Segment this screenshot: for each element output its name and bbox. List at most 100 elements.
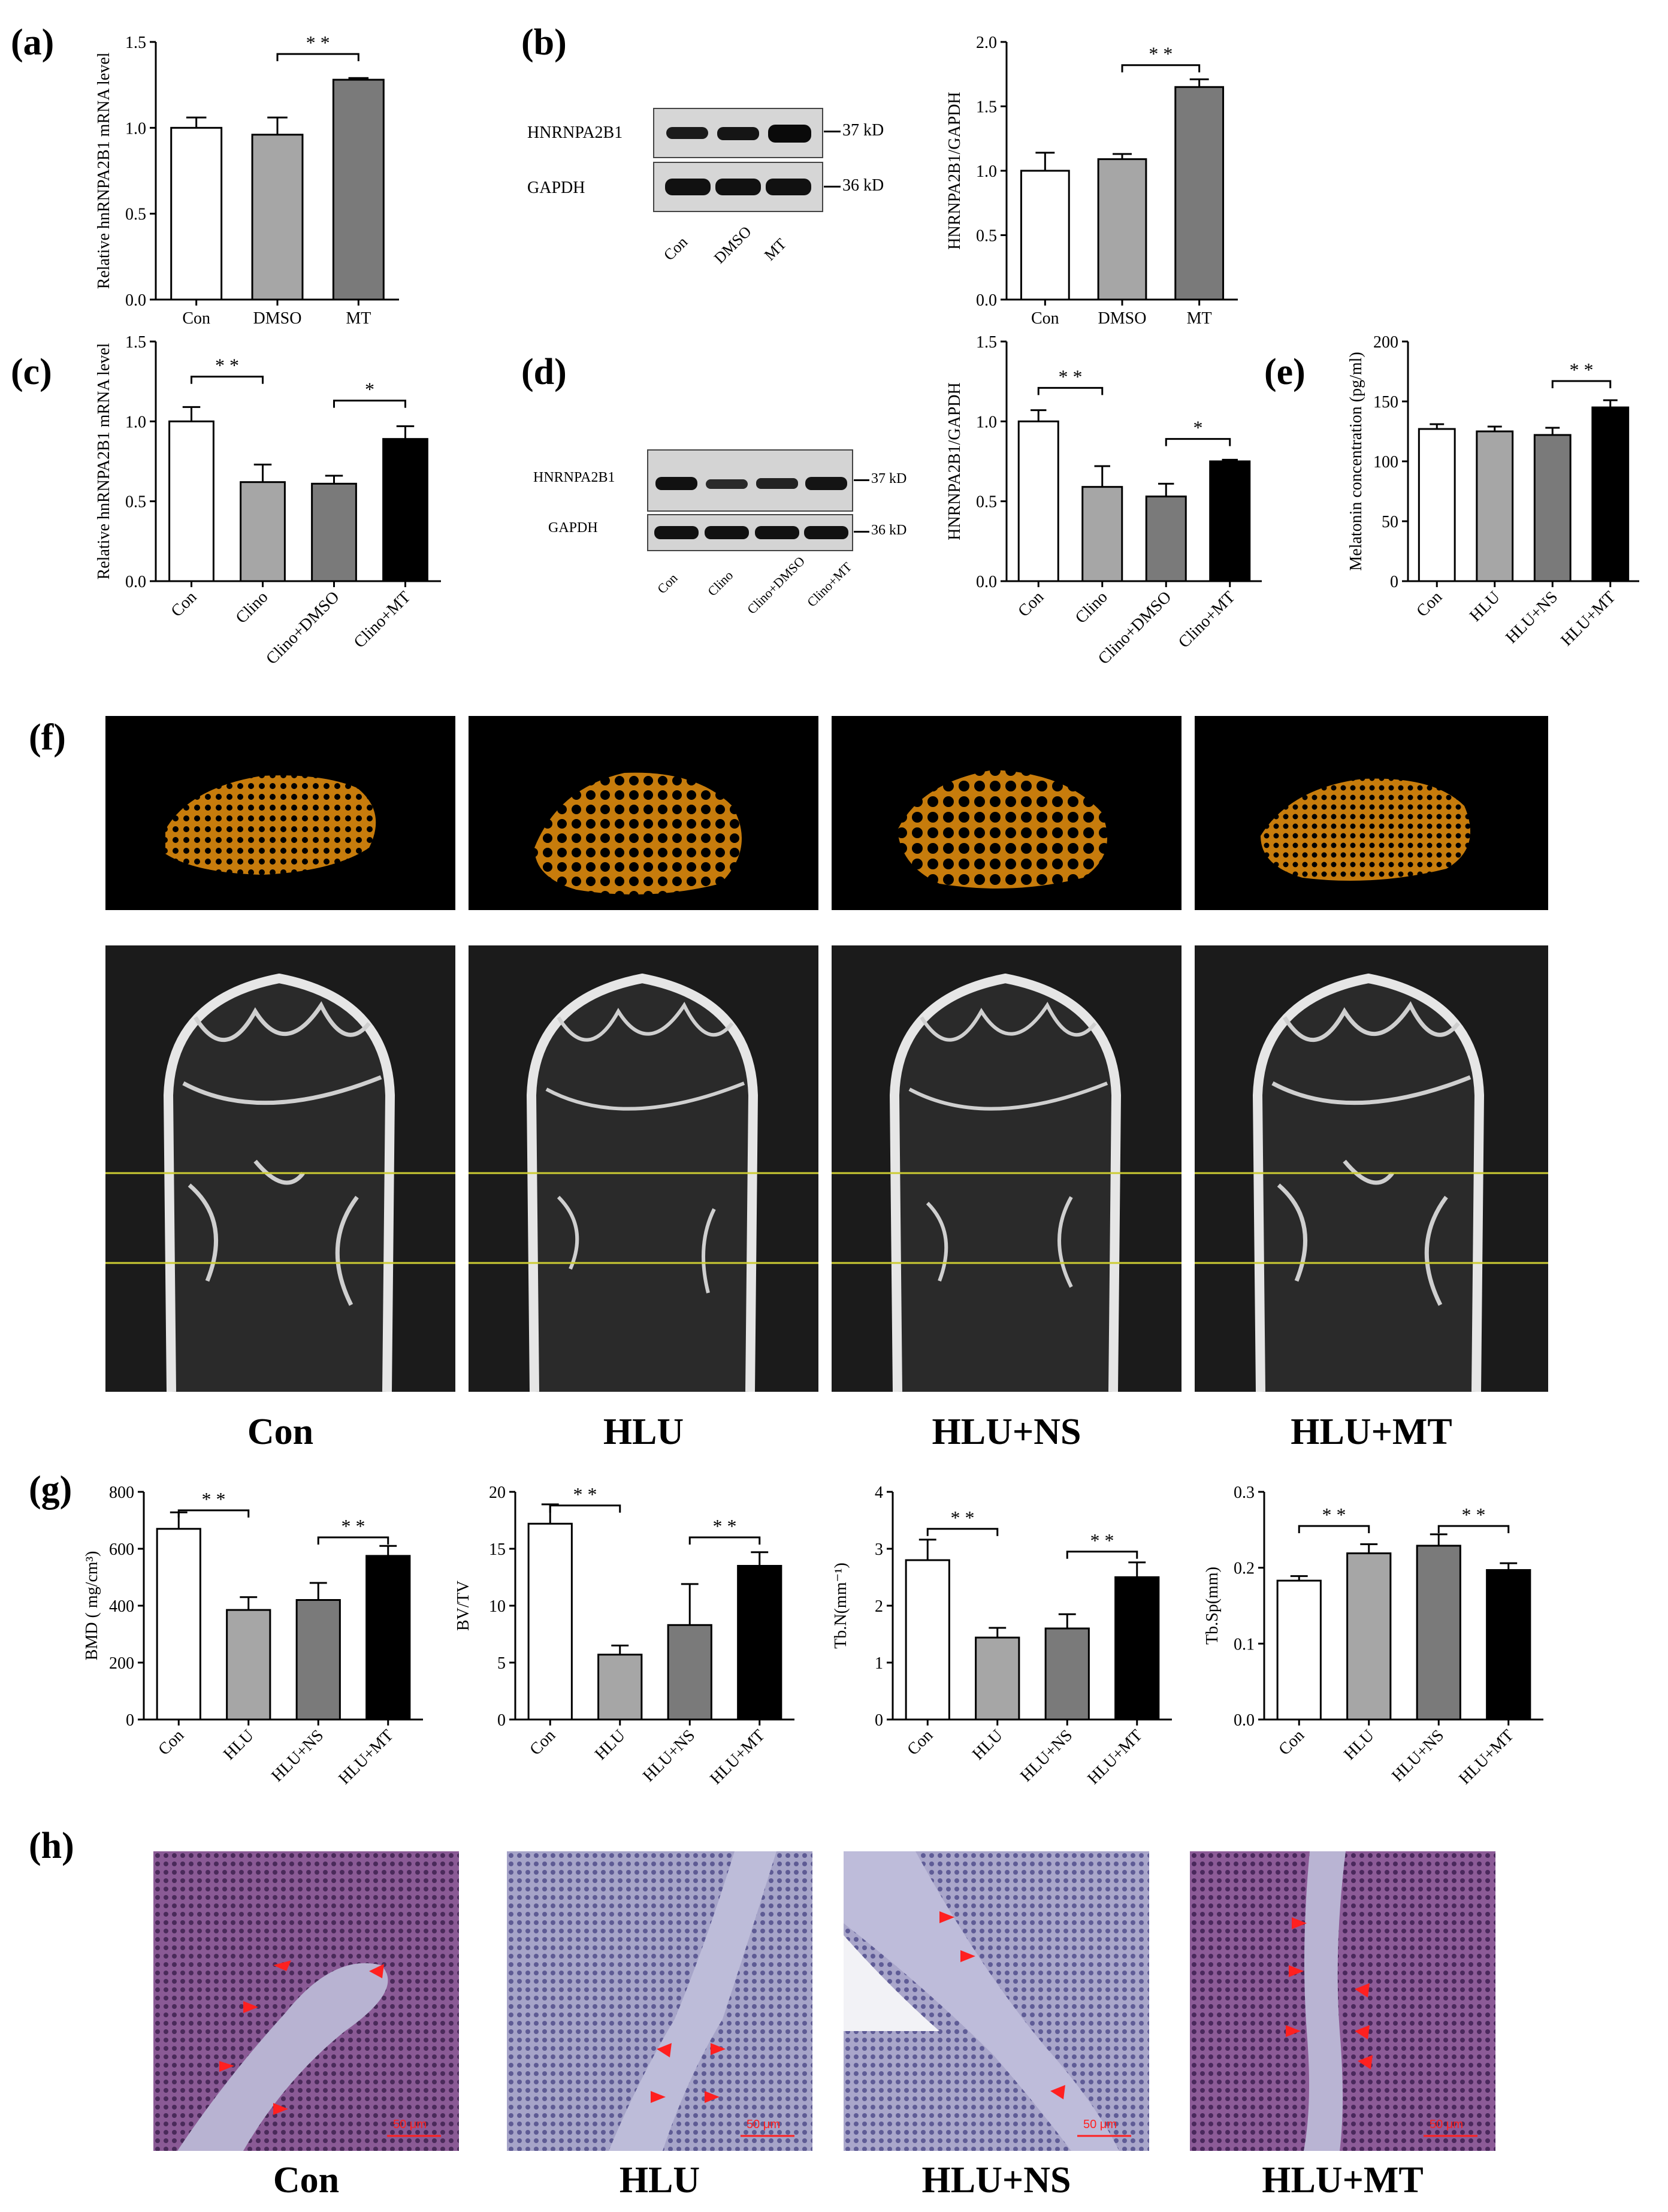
h-group-label-hlu-mt: HLU+MT xyxy=(1262,2160,1424,2201)
x-tick-label: Con xyxy=(526,1726,559,1759)
x-tick-label: Clino+MT xyxy=(350,588,415,652)
bar xyxy=(1591,406,1630,582)
y-tick-label: 1.0 xyxy=(125,413,146,431)
y-tick-label: 100 xyxy=(1373,453,1398,472)
y-tick-label: 10 xyxy=(489,1597,506,1616)
x-tick-label: HLU xyxy=(1466,588,1504,625)
f-group-label-hlu-mt: HLU+MT xyxy=(1291,1412,1452,1452)
y-tick-label: 150 xyxy=(1373,393,1398,412)
chart-c: 0.0 0.5 1.0 1.5 Relative hnRNPA2B1 mRNA leve… xyxy=(95,333,441,668)
bar xyxy=(156,1528,201,1721)
y-axis-label: HNRNPA2B1/GAPDH xyxy=(945,382,964,540)
bar xyxy=(240,481,286,582)
bar xyxy=(905,1559,950,1721)
y-tick-label: 2.0 xyxy=(976,34,997,52)
x-tick-label: HLU xyxy=(969,1726,1007,1764)
significance-bracket xyxy=(1037,386,1104,395)
significance-label: * * xyxy=(951,1507,975,1528)
significance-label: * * xyxy=(202,1488,226,1510)
h-group-label-con: Con xyxy=(273,2160,340,2201)
blot-b-row-label-hnrnpa2b1: HNRNPA2B1 xyxy=(527,123,623,142)
significance-label: * * xyxy=(342,1515,365,1537)
significance-label: * * xyxy=(713,1515,737,1537)
bar xyxy=(1416,1545,1461,1721)
bar xyxy=(295,1599,341,1721)
significance-bracket xyxy=(1066,1551,1138,1559)
y-tick-label: 0 xyxy=(497,1711,506,1730)
panel-label-e: (e) xyxy=(1264,352,1306,392)
y-tick-label: 0 xyxy=(126,1711,134,1730)
bar xyxy=(1209,460,1251,582)
x-tick-label: MT xyxy=(1187,309,1212,328)
significance-label: * * xyxy=(1322,1504,1346,1525)
x-tick-label: HLU xyxy=(220,1726,258,1764)
y-tick-label: 0.2 xyxy=(1234,1560,1255,1578)
scale-bar-label-con: 50 μm xyxy=(393,2118,427,2131)
bar xyxy=(251,134,304,301)
y-tick-label: 4 xyxy=(875,1483,883,1502)
significance-bracket xyxy=(317,1536,389,1545)
chart-b: 0.0 0.5 1.0 1.5 2.0 HNRNPA2B1/GAPDH Con DMSO MT *… xyxy=(945,34,1238,328)
significance-label: * * xyxy=(215,355,239,376)
chart-a: 0.0 0.5 1.0 1.5 Relative hnRNPA2B1 mRNA leve… xyxy=(95,32,399,328)
blot-d-lane-clino: Clino xyxy=(705,567,736,599)
chart-e: 0 50 100 150 200 Melatonin concentration (pg/… xyxy=(1347,333,1639,650)
ihc-hlu-mt: 50 μm xyxy=(1190,1851,1495,2151)
y-axis-label: Tb.Sp(mm) xyxy=(1203,1567,1222,1645)
y-tick-label: 600 xyxy=(109,1540,134,1559)
x-tick-label: HLU+MT xyxy=(1084,1726,1146,1788)
y-axis-label: Relative hnRNPA2B1 mRNA level xyxy=(95,343,113,579)
significance-bracket xyxy=(549,1504,621,1513)
significance-label: * * xyxy=(1462,1504,1486,1525)
x-tick-label: Con xyxy=(1275,1726,1308,1759)
blot-b-kd-36: 36 kD xyxy=(842,176,884,195)
chart-bvtv: 0 5 10 15 20 BV/TV Con HLU HLU+NS HLU+MT * * * * xyxy=(454,1483,794,1788)
x-tick-label: Con xyxy=(155,1726,188,1759)
blot-d-row-label-gapdh: GAPDH xyxy=(548,520,598,536)
bar xyxy=(975,1636,1020,1721)
y-tick-label: 1.5 xyxy=(976,98,997,117)
y-tick-label: 5 xyxy=(497,1654,506,1673)
y-tick-label: 0.0 xyxy=(976,573,997,591)
y-tick-label: 0.3 xyxy=(1234,1483,1255,1502)
y-tick-label: 0.5 xyxy=(976,493,997,512)
blot-d-band-box-hnrnpa2b1 xyxy=(647,449,853,512)
significance-bracket xyxy=(688,1536,761,1545)
bar xyxy=(527,1522,573,1721)
ct-section-con xyxy=(105,945,455,1392)
y-tick-label: 2 xyxy=(875,1597,883,1616)
y-axis-label: Relative hnRNPA2B1 mRNA level xyxy=(95,52,113,289)
bar xyxy=(332,78,385,301)
y-tick-label: 0.0 xyxy=(125,291,146,310)
bar xyxy=(170,126,223,301)
y-tick-label: 0.0 xyxy=(1234,1711,1255,1730)
panel-label-f: (f) xyxy=(29,717,66,758)
x-tick-label: Con xyxy=(168,588,201,621)
bar xyxy=(311,482,357,582)
x-tick-label: Con xyxy=(182,309,210,328)
y-tick-label: 1.5 xyxy=(976,333,997,352)
ct-section-hlu-mt xyxy=(1195,945,1548,1392)
bar xyxy=(1081,486,1123,582)
y-tick-label: 0.5 xyxy=(125,206,146,224)
x-tick-label: Con xyxy=(1413,588,1446,621)
x-tick-label: HLU+NS xyxy=(639,1726,699,1785)
bar xyxy=(1418,428,1456,582)
ihc-con: 50 μm xyxy=(153,1851,459,2151)
blot-b-lane-dmso: DMSO xyxy=(711,222,755,267)
western-blot-d: HNRNPA2B1 GAPDH 37 kD 36 kD Con Clino Cl… xyxy=(521,431,941,617)
chart-d: 0.0 0.5 1.0 1.5 HNRNPA2B1/GAPDH Con Clino Clino… xyxy=(945,333,1262,668)
x-tick-label: HLU+NS xyxy=(268,1726,327,1785)
x-tick-label: HLU+MT xyxy=(706,1726,768,1788)
x-tick-label: HLU+MT xyxy=(1455,1726,1517,1788)
x-tick-label: Con xyxy=(1014,588,1047,621)
y-tick-label: 0 xyxy=(1390,573,1398,591)
y-tick-label: 0.1 xyxy=(1234,1635,1255,1654)
bar xyxy=(1346,1552,1392,1721)
bar xyxy=(1174,86,1225,301)
scale-bar-label-hlu-ns: 50 μm xyxy=(1083,2118,1117,2131)
y-tick-label: 0.0 xyxy=(976,291,997,310)
y-tick-label: 0.5 xyxy=(125,493,146,512)
y-tick-label: 400 xyxy=(109,1597,134,1616)
y-tick-label: 0 xyxy=(875,1711,883,1730)
